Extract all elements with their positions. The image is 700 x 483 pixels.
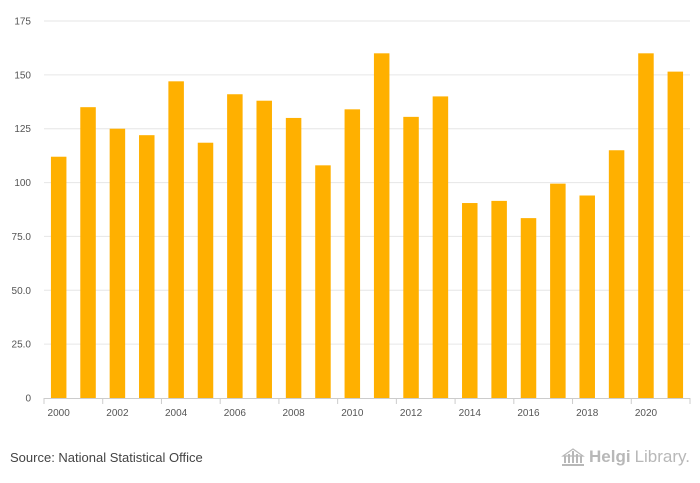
bar-2018[interactable]: [579, 195, 595, 398]
bar-2014[interactable]: [462, 203, 478, 398]
bar-2015[interactable]: [491, 200, 507, 398]
x-tick-label: 2010: [341, 408, 364, 419]
bar-2013[interactable]: [432, 96, 449, 399]
bar-2008[interactable]: [285, 117, 302, 398]
x-tick-label: 2000: [48, 408, 71, 419]
y-tick-label: 175: [14, 17, 31, 28]
library-building-icon: [561, 448, 585, 466]
bar-2020[interactable]: [638, 53, 654, 399]
x-axis: 2000 2002 2004 2006 2008 2010 2012 2014 2016 2018…: [43, 398, 691, 419]
y-tick-label: 50.0: [12, 286, 32, 297]
bar-2001[interactable]: [80, 107, 96, 399]
bar-2003[interactable]: [139, 135, 155, 399]
y-axis: 0 25.0 50.0 75.0 100 125 150 175: [12, 17, 32, 405]
y-tick-label: 125: [14, 124, 31, 135]
bars: [50, 53, 684, 399]
bar-2012[interactable]: [403, 116, 419, 398]
x-tick-label: 2014: [459, 408, 482, 419]
y-tick-label: 25.0: [12, 340, 32, 351]
y-tick-label: 100: [14, 178, 31, 189]
x-tick-label: 2006: [224, 408, 247, 419]
y-tick-label: 150: [14, 70, 31, 81]
bar-2010[interactable]: [344, 109, 361, 398]
bar-2007[interactable]: [256, 100, 272, 399]
bar-2002[interactable]: [109, 128, 126, 398]
bar-2006[interactable]: [227, 94, 243, 398]
bar-2016[interactable]: [520, 218, 537, 398]
x-tick-label: 2012: [400, 408, 423, 419]
source-note: Source: National Statistical Office: [10, 450, 203, 465]
x-tick-label: 2020: [635, 408, 658, 419]
y-tick-label: 0: [25, 394, 31, 405]
brand-name-part1: Helgi: [589, 447, 631, 466]
x-tick-label: 2016: [517, 408, 540, 419]
x-tick-label: 2004: [165, 408, 188, 419]
bar-2005[interactable]: [197, 142, 214, 398]
bar-2011[interactable]: [373, 53, 390, 399]
bar-2000[interactable]: [50, 156, 67, 398]
x-tick-label: 2002: [106, 408, 129, 419]
bar-2004[interactable]: [168, 81, 184, 398]
x-tick-label: 2008: [282, 408, 305, 419]
bar-2009[interactable]: [315, 165, 331, 398]
brand-name-part2: Library.: [634, 447, 690, 466]
x-tick-label: 2018: [576, 408, 599, 419]
bar-2019[interactable]: [608, 150, 625, 398]
brand-logo[interactable]: Helgi Library.: [561, 447, 690, 467]
bar-2021[interactable]: [667, 71, 684, 398]
y-tick-label: 75.0: [12, 232, 32, 243]
bar-2017[interactable]: [550, 183, 566, 398]
